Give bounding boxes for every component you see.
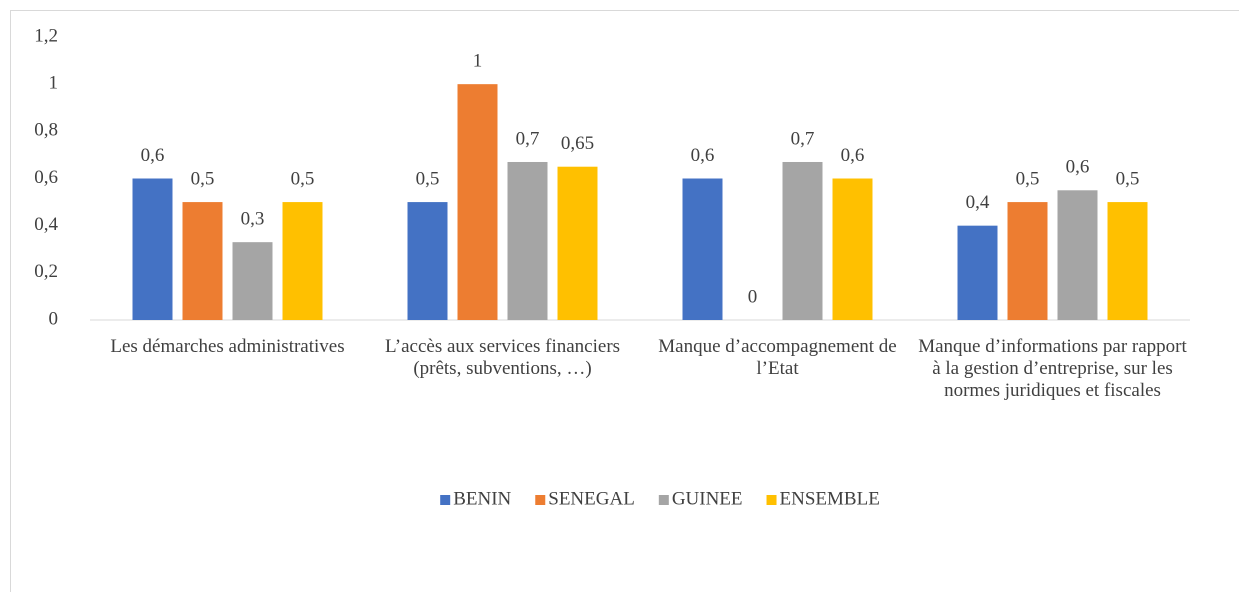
x-tick-label: L’accès aux services financiers (prêts, … xyxy=(384,336,621,379)
data-label: 0,4 xyxy=(966,192,990,213)
data-label: 0,5 xyxy=(291,168,315,189)
data-label: 0,6 xyxy=(1066,157,1090,178)
bar xyxy=(1057,190,1098,320)
bar xyxy=(457,84,498,321)
data-label: 0,5 xyxy=(1016,168,1040,189)
data-label: 0,7 xyxy=(516,128,540,149)
legend-swatch xyxy=(658,495,669,505)
legend-swatch xyxy=(766,495,777,505)
bar xyxy=(232,242,273,320)
x-tick-label: Manque d’informations par rapport à la g… xyxy=(918,336,1187,401)
legend-label: GUINEE xyxy=(672,488,743,509)
legend-label: ENSEMBLE xyxy=(780,488,880,509)
y-tick-label: 1 xyxy=(49,73,59,94)
bar xyxy=(407,202,448,320)
bar xyxy=(507,161,548,320)
bar xyxy=(832,178,873,320)
x-tick-label-box: Manque d’accompagnement de l’Etat xyxy=(658,336,897,379)
x-tick-label: Manque d’accompagnement de l’Etat xyxy=(658,336,897,379)
data-label: 0,5 xyxy=(416,168,440,189)
bar xyxy=(182,202,223,320)
bar xyxy=(782,161,823,320)
data-label: 0,5 xyxy=(1116,168,1140,189)
data-label: 0,6 xyxy=(141,145,165,166)
data-label: 0,3 xyxy=(241,209,265,230)
bar xyxy=(132,178,173,320)
y-tick-label: 0,2 xyxy=(34,261,58,282)
bar xyxy=(1007,202,1048,320)
legend-swatch xyxy=(535,495,546,505)
legend-swatch xyxy=(440,495,451,505)
data-label: 1 xyxy=(473,51,483,72)
legend-label: BENIN xyxy=(453,488,511,509)
bar xyxy=(282,202,323,320)
y-tick-label: 0 xyxy=(49,308,59,329)
y-tick-label: 0,4 xyxy=(34,214,58,235)
data-label: 0,5 xyxy=(191,168,215,189)
data-label: 0,6 xyxy=(691,145,715,166)
x-tick-label-box: Manque d’informations par rapport à la g… xyxy=(918,336,1187,401)
data-label: 0,7 xyxy=(791,128,815,149)
y-tick-label: 0,6 xyxy=(34,167,58,188)
data-label: 0,65 xyxy=(561,133,594,154)
y-tick-label: 1,2 xyxy=(34,25,58,46)
bar xyxy=(1107,202,1148,320)
bar xyxy=(957,225,998,320)
bar xyxy=(557,166,598,320)
x-tick-label-box: L’accès aux services financiers (prêts, … xyxy=(384,336,621,379)
data-label: 0 xyxy=(748,286,758,307)
legend-label: SENEGAL xyxy=(548,488,635,509)
x-tick-label-box: Les démarches administratives xyxy=(110,336,345,357)
data-label: 0,6 xyxy=(841,145,865,166)
y-tick-label: 0,8 xyxy=(34,120,58,141)
bar xyxy=(682,178,723,320)
x-tick-label: Les démarches administratives xyxy=(110,336,345,357)
legend: BENIN SENEGAL GUINEE ENSEMBLE xyxy=(440,488,880,509)
